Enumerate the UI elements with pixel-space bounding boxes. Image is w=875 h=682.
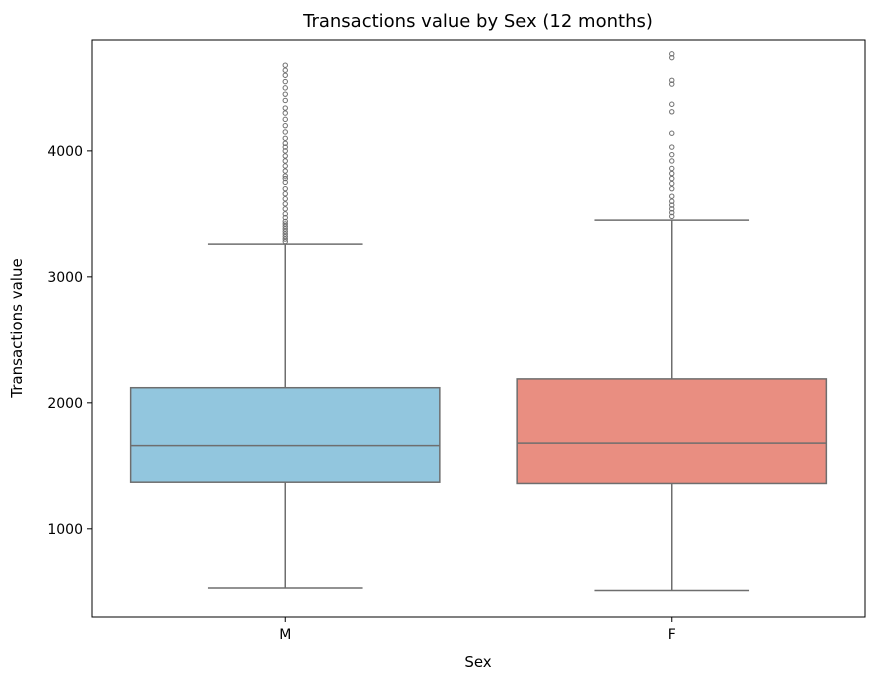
outlier-point (282, 153, 288, 159)
outlier-point (669, 206, 675, 212)
outlier-point (669, 193, 675, 199)
outlier-point (282, 221, 288, 227)
outlier-point (282, 168, 288, 174)
outlier-point (282, 228, 288, 235)
outlier-point (282, 135, 288, 141)
outlier-point (669, 144, 675, 150)
outlier-point (282, 62, 288, 68)
outlier-point (669, 202, 675, 208)
outlier-point (669, 130, 675, 136)
outlier-point (282, 185, 288, 192)
outlier-point (282, 236, 288, 242)
outlier-point (282, 211, 288, 217)
outlier-point (282, 148, 288, 154)
outlier-point (669, 213, 675, 220)
outlier-point (669, 185, 675, 192)
outlier-point (282, 231, 288, 237)
outlier-point (282, 238, 288, 245)
outlier-point (282, 226, 288, 232)
outlier-point (282, 173, 288, 179)
outlier-point (282, 196, 288, 202)
box-F (516, 51, 828, 592)
outlier-point (282, 233, 288, 240)
outlier-point (669, 209, 675, 216)
y-tick-label: 3000 (47, 270, 83, 286)
y-tick-label: 4000 (47, 144, 83, 160)
outlier-point (282, 110, 288, 116)
outlier-point (282, 214, 288, 221)
outlier-point (669, 170, 675, 177)
y-tick-label: 2000 (47, 396, 83, 412)
outlier-point (282, 140, 288, 147)
outlier-point (669, 77, 675, 84)
x-tick-label: F (668, 627, 676, 643)
outlier-point (282, 158, 288, 164)
box-M (129, 62, 441, 589)
outlier-point (282, 175, 288, 182)
outlier-point (282, 72, 288, 78)
chart-title: Transactions value by Sex (12 months) (302, 11, 653, 32)
outlier-point (282, 206, 288, 212)
outlier-point (282, 67, 288, 73)
outlier-point (282, 144, 288, 150)
y-axis: 1000 2000 3000 4000 (47, 144, 92, 538)
outlier-point (669, 165, 675, 172)
outlier-point (282, 85, 288, 91)
iqr-box (129, 386, 441, 483)
y-axis-label: Transactions value (8, 258, 26, 398)
outlier-point (669, 180, 675, 187)
outlier-point (669, 81, 675, 87)
outlier-point (282, 97, 288, 104)
iqr-box (516, 378, 828, 485)
outlier-point (282, 190, 288, 197)
outlier-point (282, 116, 288, 123)
outlier-point (282, 179, 288, 186)
outlier-point (669, 51, 675, 57)
outlier-point (669, 54, 675, 61)
x-axis-label: Sex (464, 653, 491, 671)
outlier-point (282, 129, 288, 135)
outlier-point (669, 109, 675, 115)
outlier-point (669, 158, 675, 164)
outlier-point (282, 78, 288, 85)
outlier-point (282, 91, 288, 97)
x-tick-label: M (279, 627, 291, 643)
outlier-point (282, 218, 288, 225)
boxes (129, 51, 828, 592)
outlier-point (282, 201, 288, 207)
outlier-point (282, 105, 288, 111)
outlier-point (282, 223, 288, 230)
outlier-point (282, 122, 288, 129)
outlier-point (669, 151, 675, 158)
outlier-point (669, 198, 675, 204)
outlier-point (669, 101, 675, 107)
outlier-point (282, 163, 288, 169)
plot-area (91, 39, 866, 618)
outlier-point (669, 175, 675, 182)
y-tick-label: 1000 (47, 522, 83, 538)
